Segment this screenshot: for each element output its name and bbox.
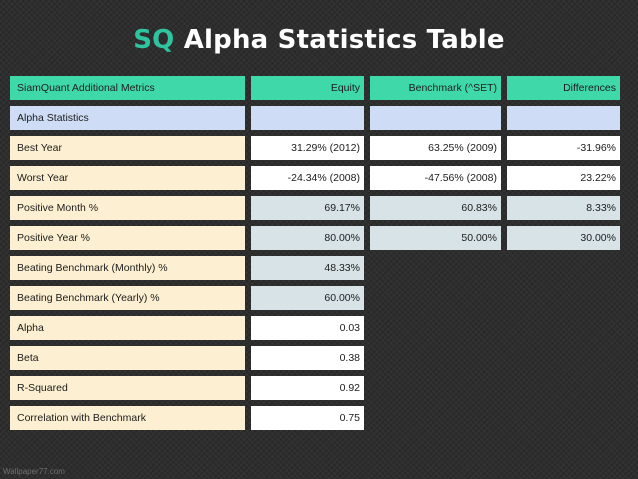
header-benchmark-cell: Benchmark (^SET)	[370, 76, 501, 100]
row-benchmark-cell: -47.56% (2008)	[370, 166, 501, 190]
row-equity-cell: -24.34% (2008)	[251, 166, 364, 190]
row-difference-cell: 8.33%	[507, 196, 620, 220]
title-text: Alpha Statistics Table	[183, 25, 505, 55]
row-label-cell: Beta	[10, 346, 245, 370]
row-label-cell: Alpha	[10, 316, 245, 340]
header-equity-cell: Equity	[251, 76, 364, 100]
header-differences-cell: Differences	[507, 76, 620, 100]
section-differences-cell	[507, 106, 620, 130]
row-equity-cell: 0.75	[251, 406, 364, 430]
row-difference-cell: 30.00%	[507, 226, 620, 250]
row-label-cell: Beating Benchmark (Yearly) %	[10, 286, 245, 310]
watermark: Wallpaper77.com	[3, 467, 65, 476]
section-label-cell: Alpha Statistics	[10, 106, 245, 130]
row-equity-cell: 0.03	[251, 316, 364, 340]
title-accent: SQ	[133, 25, 175, 55]
row-label-cell: Worst Year	[10, 166, 245, 190]
section-equity-cell	[251, 106, 364, 130]
row-equity-cell: 31.29% (2012)	[251, 136, 364, 160]
header-metric-cell: SiamQuant Additional Metrics	[10, 76, 245, 100]
row-benchmark-cell: 63.25% (2009)	[370, 136, 501, 160]
page-title: SQ Alpha Statistics Table	[0, 22, 638, 58]
row-benchmark-cell: 50.00%	[370, 226, 501, 250]
row-label-cell: Positive Year %	[10, 226, 245, 250]
row-label-cell: Correlation with Benchmark	[10, 406, 245, 430]
row-equity-cell: 60.00%	[251, 286, 364, 310]
row-benchmark-cell: 60.83%	[370, 196, 501, 220]
row-difference-cell: 23.22%	[507, 166, 620, 190]
row-label-cell: R-Squared	[10, 376, 245, 400]
section-benchmark-cell	[370, 106, 501, 130]
row-equity-cell: 0.92	[251, 376, 364, 400]
row-equity-cell: 0.38	[251, 346, 364, 370]
row-label-cell: Positive Month %	[10, 196, 245, 220]
row-label-cell: Best Year	[10, 136, 245, 160]
row-label-cell: Beating Benchmark (Monthly) %	[10, 256, 245, 280]
row-equity-cell: 69.17%	[251, 196, 364, 220]
row-equity-cell: 80.00%	[251, 226, 364, 250]
row-difference-cell: -31.96%	[507, 136, 620, 160]
row-equity-cell: 48.33%	[251, 256, 364, 280]
